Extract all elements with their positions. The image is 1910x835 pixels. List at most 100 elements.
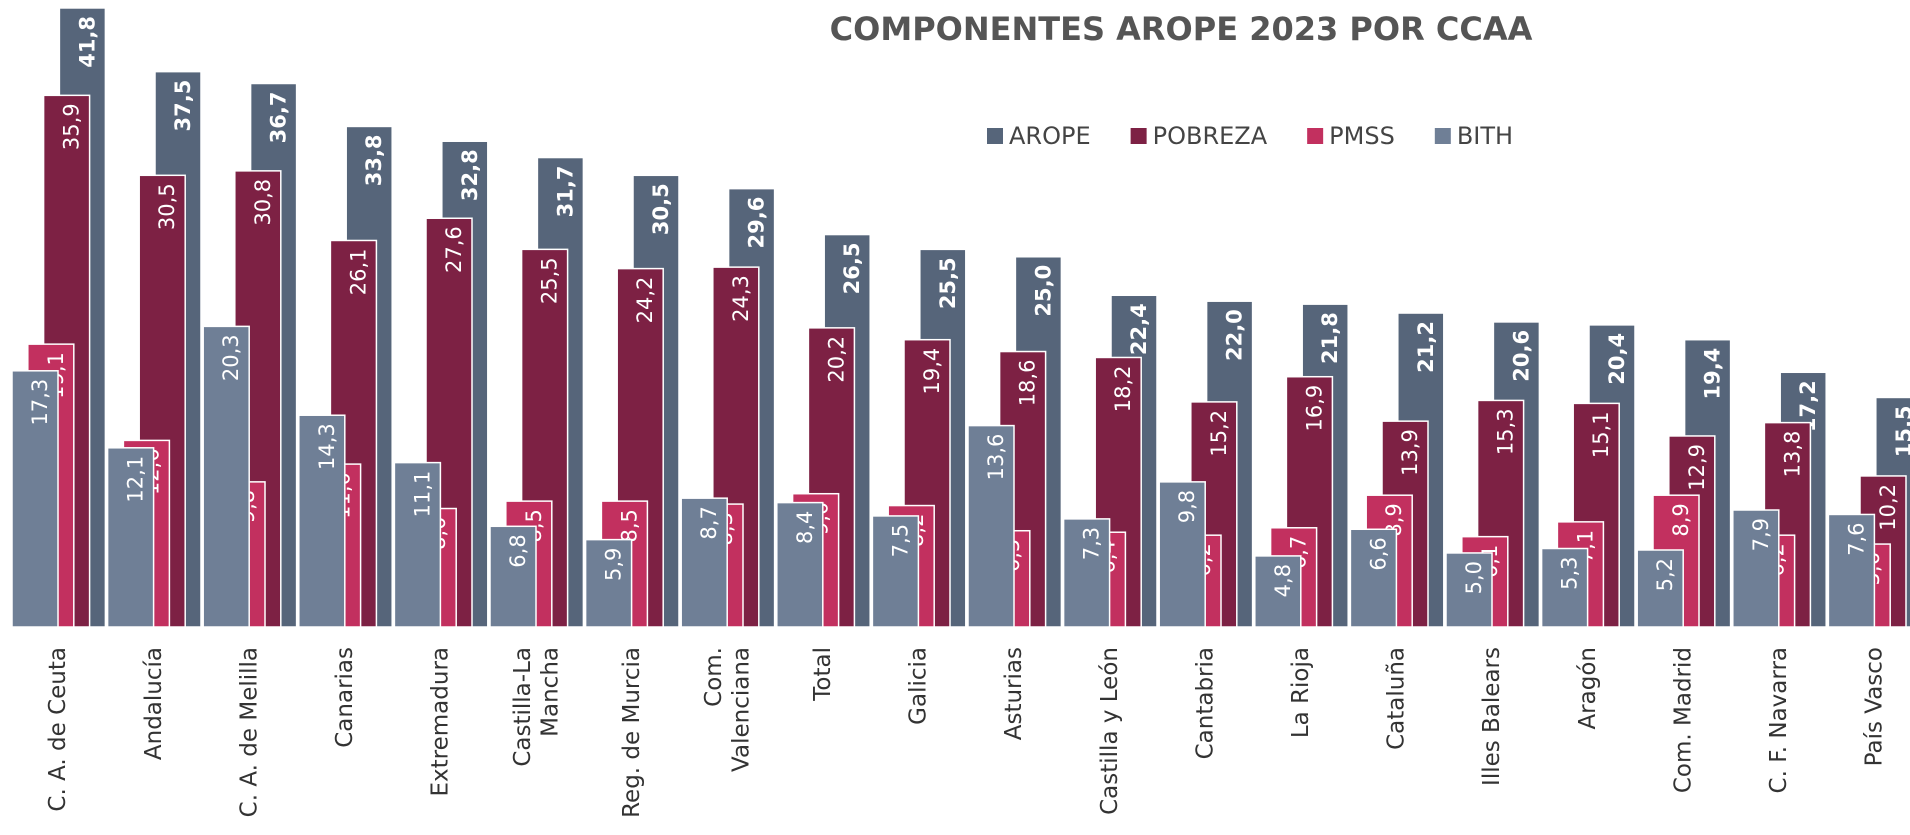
legend-label: AROPE xyxy=(1009,122,1091,150)
value-label: 37,5 xyxy=(171,80,195,132)
legend-label: POBREZA xyxy=(1153,122,1268,150)
value-label: 25,5 xyxy=(538,257,562,304)
x-tick-label: Com. Madrid xyxy=(1670,647,1696,793)
value-label: 6,6 xyxy=(1366,537,1390,570)
value-label: 8,4 xyxy=(793,511,817,544)
bar xyxy=(11,370,59,628)
value-label: 15,3 xyxy=(1494,408,1518,455)
value-label: 7,6 xyxy=(1844,522,1868,555)
value-label: 8,7 xyxy=(697,506,721,539)
bar xyxy=(106,447,155,628)
x-tick-label: Reg. de Murcia xyxy=(619,647,645,818)
value-label: 4,8 xyxy=(1271,564,1295,597)
value-label: 21,2 xyxy=(1414,321,1438,373)
bar xyxy=(1540,547,1589,628)
value-label: 29,6 xyxy=(745,197,769,249)
value-label: 41,8 xyxy=(75,16,99,68)
value-label: 21,8 xyxy=(1318,312,1342,364)
value-label: 9,8 xyxy=(1175,490,1199,523)
value-label: 33,8 xyxy=(362,134,386,186)
x-tick-label: Illes Balears xyxy=(1479,647,1505,786)
value-label: 13,6 xyxy=(984,434,1008,481)
value-label: 5,9 xyxy=(602,548,626,581)
legend-label: BITH xyxy=(1457,122,1513,150)
bar xyxy=(1349,528,1398,628)
value-label: 30,5 xyxy=(649,183,673,235)
x-tick-label: C. A. de Ceuta xyxy=(45,647,71,812)
value-label: 17,3 xyxy=(28,379,52,426)
bar xyxy=(680,497,728,628)
value-label: 30,8 xyxy=(251,179,275,226)
bar xyxy=(1732,509,1780,628)
value-label: 22,0 xyxy=(1223,309,1247,361)
x-tick-label: C. A. de Melilla xyxy=(236,647,262,817)
value-label: 24,3 xyxy=(729,275,753,322)
value-label: 19,4 xyxy=(1701,348,1725,400)
x-tick-label: Extremadura xyxy=(428,647,454,797)
bar xyxy=(1445,552,1493,628)
value-label: 20,3 xyxy=(219,334,243,381)
bar xyxy=(202,325,250,628)
value-label: 25,0 xyxy=(1031,265,1055,317)
value-label: 20,4 xyxy=(1605,333,1629,385)
bar xyxy=(584,538,633,628)
x-tick-label: La Rioja xyxy=(1288,647,1314,738)
value-label: 16,9 xyxy=(1302,385,1326,432)
value-label: 26,1 xyxy=(346,248,370,295)
bar xyxy=(967,424,1015,628)
value-label: 14,3 xyxy=(315,423,339,470)
legend-label: PMSS xyxy=(1329,122,1395,150)
value-label: 15,2 xyxy=(1207,410,1231,457)
value-label: 24,2 xyxy=(633,277,657,324)
legend-swatch xyxy=(1130,128,1147,144)
value-label: 36,7 xyxy=(267,91,291,143)
value-label: 15,1 xyxy=(1589,411,1613,458)
value-label: 5,0 xyxy=(1462,561,1486,594)
x-tick-label: Cataluña xyxy=(1384,647,1410,750)
bar xyxy=(1636,549,1684,628)
bar xyxy=(1062,518,1111,628)
value-label: 8,9 xyxy=(1669,503,1693,536)
bar xyxy=(1158,481,1206,628)
value-label: 13,8 xyxy=(1780,431,1804,478)
chart-title: COMPONENTES AROPE 2023 POR CCAA xyxy=(830,10,1533,48)
bar xyxy=(871,515,920,628)
value-label: 18,2 xyxy=(1111,365,1135,412)
value-label: 32,8 xyxy=(458,149,482,201)
value-label: 10,2 xyxy=(1876,484,1900,531)
x-tick-label: Canarias xyxy=(332,647,358,748)
legend-swatch xyxy=(1307,128,1324,144)
x-tick-label: Aragón xyxy=(1575,647,1601,730)
value-label: 12,9 xyxy=(1685,444,1709,491)
legend-swatch xyxy=(1434,128,1451,144)
value-label: 31,7 xyxy=(553,166,577,218)
value-label: 11,1 xyxy=(410,471,434,518)
value-label: 22,4 xyxy=(1127,303,1151,355)
value-label: 19,4 xyxy=(920,348,944,395)
x-tick-label: Com.Valenciana xyxy=(701,647,755,772)
value-label: 18,6 xyxy=(1016,360,1040,407)
value-label: 13,9 xyxy=(1398,429,1422,476)
bar xyxy=(776,501,824,628)
value-label: 30,5 xyxy=(155,183,179,230)
value-label: 25,5 xyxy=(936,257,960,309)
value-label: 35,9 xyxy=(60,103,84,150)
value-label: 15,5 xyxy=(1892,405,1910,457)
x-tick-label: C. F. Navarra xyxy=(1766,647,1792,793)
x-tick-label: Castilla-LaMancha xyxy=(509,647,563,767)
x-tick-label: País Vasco xyxy=(1862,647,1888,766)
value-label: 5,3 xyxy=(1558,557,1582,590)
x-tick-label: Andalucía xyxy=(141,647,167,760)
value-label: 27,6 xyxy=(442,226,466,273)
value-label: 20,2 xyxy=(824,336,848,383)
value-label: 8,5 xyxy=(617,509,641,542)
x-tick-label: Galicia xyxy=(906,647,932,725)
value-label: 5,2 xyxy=(1653,558,1677,591)
x-tick-label: Asturias xyxy=(1001,647,1027,740)
bar xyxy=(393,461,442,628)
value-label: 20,6 xyxy=(1509,330,1533,382)
x-tick-label: Cantabria xyxy=(1192,647,1218,759)
value-label: 7,3 xyxy=(1080,527,1104,560)
